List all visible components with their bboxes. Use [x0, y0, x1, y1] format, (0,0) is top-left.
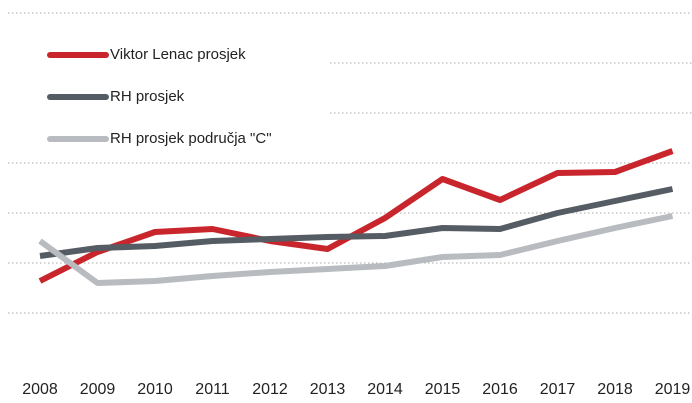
x-tick-label: 2017: [540, 381, 576, 398]
legend-label: RH prosjek područja "C": [110, 130, 272, 147]
x-tick-label: 2010: [137, 381, 173, 398]
x-tick-label: 2018: [597, 381, 633, 398]
x-tick-label: 2019: [655, 381, 691, 398]
line-series: [38, 213, 674, 286]
x-tick-label: 2014: [367, 381, 403, 398]
line-series: [39, 186, 674, 259]
legend-label: RH prosjek: [110, 88, 185, 105]
x-tick-label: 2012: [252, 381, 288, 398]
x-tick-label: 2016: [482, 381, 518, 398]
legend-label: Viktor Lenac prosjek: [110, 46, 246, 63]
x-tick-label: 2011: [195, 381, 230, 398]
line-series: [38, 148, 674, 284]
x-tick-label: 2009: [80, 381, 116, 398]
x-tick-label: 2015: [425, 381, 461, 398]
x-tick-label: 2013: [310, 381, 346, 398]
x-tick-label: 2008: [22, 381, 58, 398]
